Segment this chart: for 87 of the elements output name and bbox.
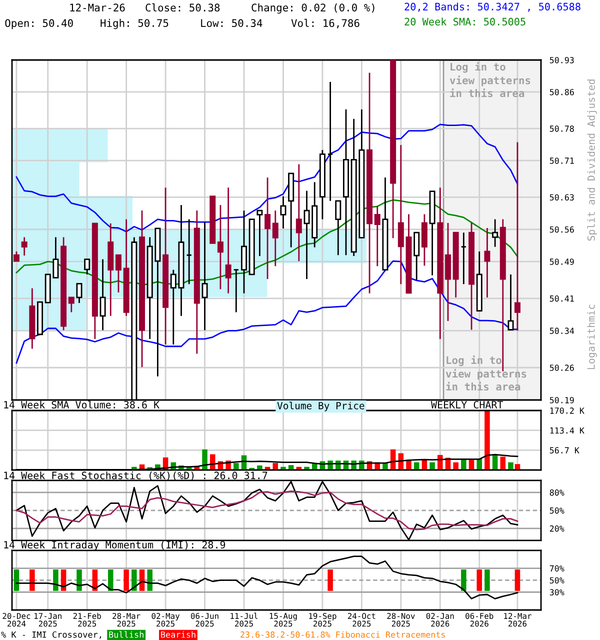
bar: [202, 449, 208, 470]
y-tick-label: 80%: [550, 489, 564, 496]
candlestick: [508, 274, 514, 330]
text: 12-Mar-26: [70, 4, 125, 12]
bar: [430, 462, 435, 470]
candlestick: [76, 282, 82, 304]
text: Open: 50.40: [5, 19, 73, 30]
y-tick-label: 50.71: [550, 158, 574, 164]
candlestick: [202, 222, 208, 331]
y-tick-label: 50.34: [550, 328, 574, 334]
chart-title: 14 Week Fast Stochastic (%K)(%D) : 26.0 31.7: [4, 471, 268, 480]
text: Change: 0.02 (0.0 %): [252, 3, 374, 14]
y-tick-label: 50.78: [550, 126, 574, 132]
text: 23.6-38.2-50-61.8% Fibonacci Retracements: [240, 631, 445, 638]
y-tick-label: 56.7 K: [550, 447, 580, 454]
y-tick-label: 50.56: [550, 226, 574, 233]
legend-title: % K - IMI Crossover,: [1, 631, 102, 639]
text: Volume By Price: [277, 402, 364, 412]
candlestick: [280, 196, 286, 230]
bar: [500, 456, 506, 470]
candlestick: [100, 258, 106, 331]
text: 20,2 Bands: 50.3427 , 50.6588: [404, 2, 580, 12]
text: 20 Week SMA: 50.5005: [404, 18, 526, 26]
candlestick: [241, 210, 247, 294]
candlestick: [492, 218, 498, 248]
bar: [484, 410, 490, 470]
y-tick-label: 50.93: [550, 57, 574, 64]
y-tick-label: 50%: [550, 577, 564, 584]
candlestick: [327, 81, 334, 202]
candlestick: [484, 227, 490, 298]
bar: [461, 460, 466, 470]
candlestick: [460, 232, 467, 285]
annotation: Log in to view patterns in this area: [446, 355, 526, 391]
candlestick: [217, 204, 224, 290]
y-tick-label: 70%: [550, 565, 564, 572]
candlestick: [13, 250, 20, 262]
bar: [234, 463, 239, 470]
candlestick: [421, 214, 428, 266]
line-series: [16, 556, 518, 600]
candlestick: [186, 218, 192, 285]
text: Vol: 16,786: [291, 18, 360, 28]
bar: [508, 462, 514, 470]
candlestick: [84, 258, 90, 276]
candlestick: [21, 236, 28, 256]
candlestick: [374, 205, 380, 267]
bar: [406, 460, 412, 470]
y-tick-label: 50.26: [550, 364, 574, 371]
candlestick: [68, 296, 74, 313]
candlestick: [264, 176, 271, 280]
candlestick: [335, 200, 342, 256]
chart-title: 14 Week Intraday Momentum (IMI): 28.9: [4, 540, 226, 550]
text: Bullish: [109, 631, 144, 638]
y-tick-label: 20%: [550, 525, 564, 532]
line-series: [16, 490, 518, 530]
bar: [382, 463, 388, 470]
bar: [210, 454, 216, 470]
text: WEEKLY CHART: [431, 400, 504, 409]
y-tick-label: 30%: [550, 589, 564, 596]
y-tick-label: 113.4 K: [550, 427, 584, 434]
y-axis-title: Split and Dividend Adjusted: [587, 80, 597, 241]
text: Logarithmic: [587, 304, 597, 370]
bar: [453, 462, 458, 470]
text: Bearish: [161, 631, 196, 638]
bar: [438, 454, 443, 470]
text: Low: 50.34: [201, 19, 262, 28]
y-tick-label: 50%: [550, 507, 564, 514]
candlestick: [272, 210, 278, 267]
y-tick-label: 50.41: [550, 295, 574, 302]
candlestick: [233, 269, 240, 313]
text: Close: 50.38: [146, 3, 220, 12]
candlestick: [115, 254, 122, 294]
candlestick: [256, 210, 263, 257]
candlestick: [296, 164, 302, 262]
text: High: 50.75: [100, 18, 168, 30]
y-tick-label: 50.63: [550, 194, 574, 201]
bar: [257, 465, 262, 470]
candlestick: [225, 186, 232, 294]
band-label: Log in to view patterns in this area: [450, 62, 530, 98]
y-tick-label: 170.2 K: [550, 408, 584, 414]
y-tick-label: 50.49: [550, 258, 574, 265]
line-series: [16, 124, 518, 232]
candlestick: [444, 222, 451, 322]
candlestick: [414, 232, 420, 281]
y-tick-label: 50.86: [550, 88, 574, 96]
y-tick-label: 50.19: [550, 397, 574, 404]
bar: [272, 463, 278, 470]
chart-title: 14 Week SMA Volume: 38.6 K: [4, 400, 160, 409]
